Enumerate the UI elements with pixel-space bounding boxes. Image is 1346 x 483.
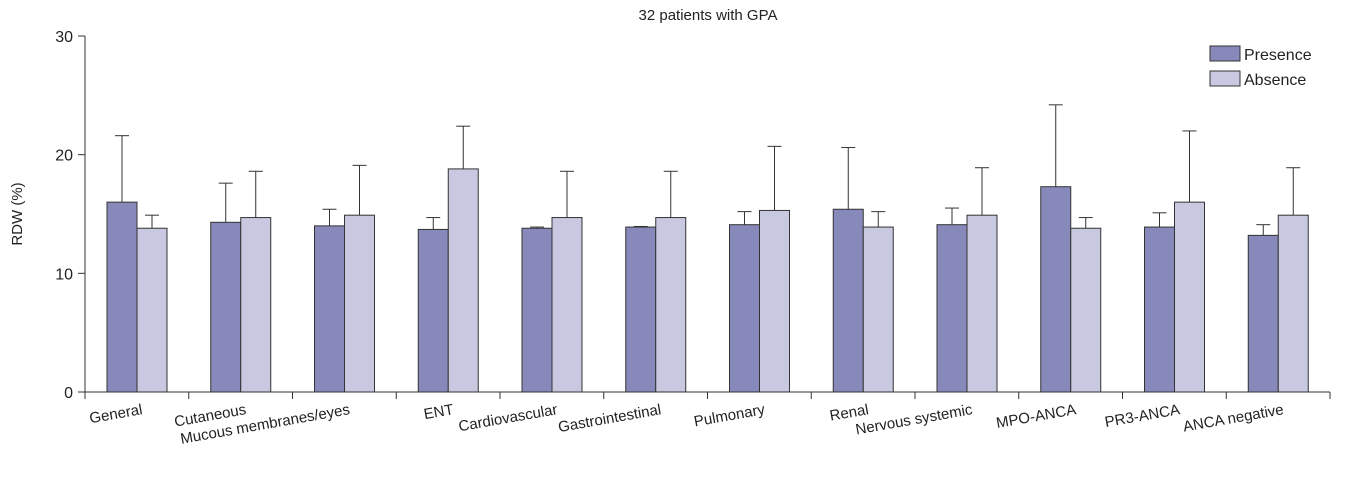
category-label: Cardiovascular <box>457 401 558 435</box>
y-tick-label: 10 <box>55 266 73 283</box>
bar <box>551 217 583 393</box>
bar <box>655 217 687 393</box>
legend: Presence Absence <box>1209 45 1312 89</box>
category-label: General <box>88 401 144 427</box>
bars <box>106 168 1309 393</box>
bar <box>936 224 968 393</box>
category-label: Gastrointestinal <box>557 401 663 436</box>
bar <box>447 168 479 393</box>
legend-swatch <box>1209 45 1241 62</box>
legend-label: Presence <box>1244 47 1312 64</box>
category-label: ENT <box>422 401 454 423</box>
bar <box>832 208 864 393</box>
legend-swatch <box>1209 70 1241 87</box>
category-label: ANCA negative <box>1182 401 1285 435</box>
y-axis: 0 10 20 30 <box>55 29 86 402</box>
chart-title: 32 patients with GPA <box>639 7 778 24</box>
category-label: PR3-ANCA <box>1104 401 1182 431</box>
category-label: Nervous systemic <box>854 401 974 438</box>
category-label: MPO-ANCA <box>995 401 1078 432</box>
bar <box>1040 186 1072 393</box>
y-tick-label: 0 <box>64 385 73 402</box>
bar <box>1174 201 1205 393</box>
legend-label: Absence <box>1244 72 1306 89</box>
bar <box>106 201 138 393</box>
bar <box>344 214 375 393</box>
bar <box>1247 234 1279 393</box>
bar <box>1277 214 1309 393</box>
bar <box>1144 226 1175 393</box>
x-axis <box>84 391 1331 399</box>
bar <box>521 227 553 393</box>
bar <box>240 217 272 393</box>
bar <box>136 227 168 393</box>
bar <box>862 226 894 393</box>
y-tick-label: 30 <box>55 29 73 46</box>
bar <box>625 226 657 393</box>
y-tick-label: 20 <box>55 148 73 165</box>
category-label: Renal <box>828 401 870 425</box>
bar <box>210 221 242 393</box>
error-bars <box>115 104 1301 236</box>
bar <box>314 225 345 393</box>
bar <box>1070 227 1102 393</box>
bar <box>759 209 790 393</box>
bar <box>966 214 998 393</box>
y-axis-label: RDW (%) <box>9 182 26 245</box>
bar <box>417 228 449 393</box>
bar <box>729 224 760 393</box>
category-label: Pulmonary <box>693 401 767 430</box>
